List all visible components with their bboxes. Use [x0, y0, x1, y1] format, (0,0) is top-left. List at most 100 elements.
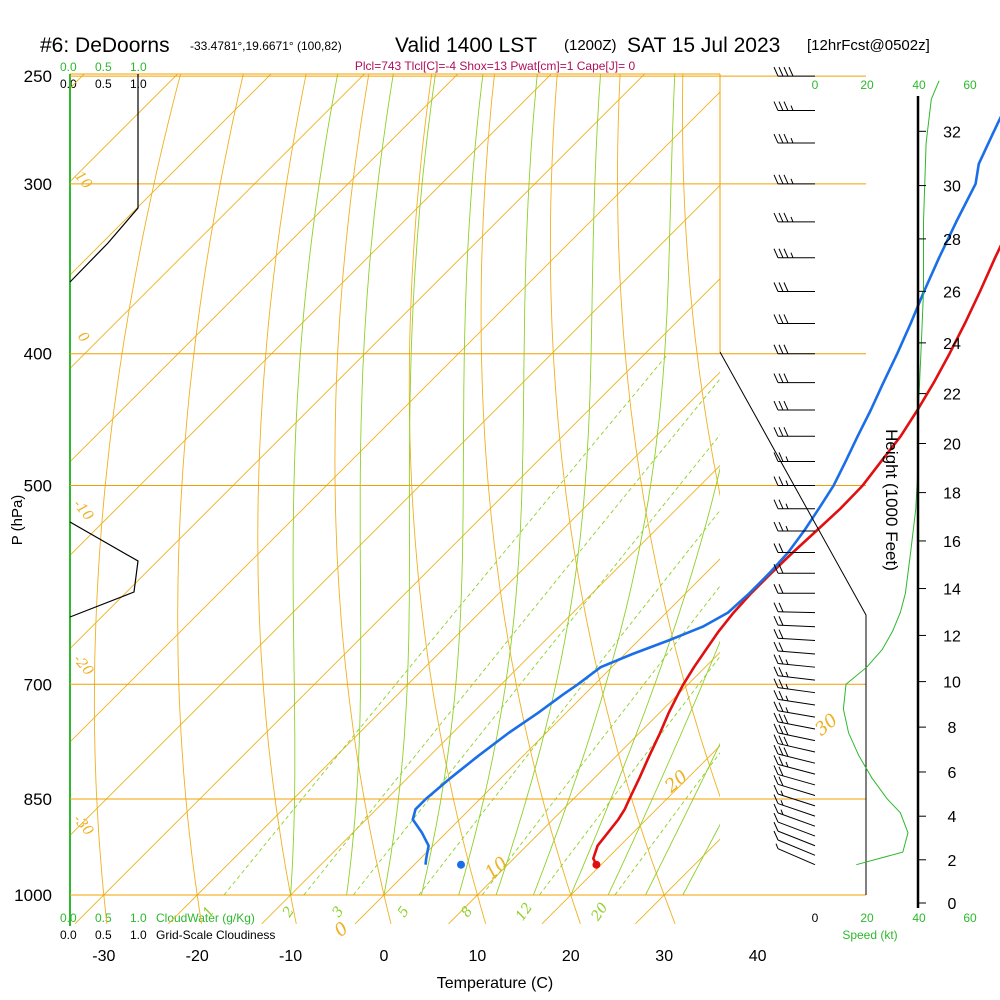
wind-barb-feather — [773, 654, 779, 664]
wind-barb-feather — [773, 400, 779, 411]
dry-adiabat — [925, 0, 1000, 924]
wind-barb-feather — [773, 744, 779, 755]
moist-adiabat — [420, 74, 484, 896]
moist-adiabat — [346, 74, 394, 896]
wind-barb-half-feather — [790, 252, 794, 258]
height-tick-label: 18 — [943, 486, 961, 503]
temperature-tick-label: 10 — [469, 948, 487, 965]
height-tick-label: 10 — [943, 675, 961, 692]
wind-barb-staff — [777, 773, 816, 786]
surface-temperature — [592, 860, 601, 869]
wind-barb — [773, 248, 815, 259]
wind-barb-half-feather — [785, 683, 789, 690]
dry-adiabat-label: -20 — [70, 652, 97, 680]
wind-barb-feather — [773, 755, 779, 765]
dry-adiabat — [984, 0, 1000, 924]
wind-barb — [773, 452, 815, 462]
wind-barb — [773, 765, 816, 786]
pressure-tick-label: 500 — [24, 477, 52, 496]
wind-speed-tick-top: 40 — [912, 78, 926, 92]
utc-time: (1200Z) — [564, 37, 617, 54]
wind-barb-feather — [773, 476, 779, 486]
moist-adiabat — [290, 74, 339, 896]
valid-date: SAT 15 Jul 2023 — [627, 34, 780, 57]
dry-adiabat — [480, 74, 581, 924]
wind-barb-feather — [783, 714, 789, 725]
wind-barb-feather — [783, 66, 789, 77]
wind-barb-feather — [773, 794, 779, 804]
mixing-ratio-label: 5 — [395, 904, 413, 921]
temperature-tick-label: -20 — [186, 948, 209, 965]
isotherm — [70, 91, 720, 743]
wind-barb-feather — [773, 521, 779, 532]
dry-adiabat-label: 0 — [74, 329, 92, 346]
mixing-ratio-label: 20 — [588, 900, 612, 925]
wind-barb — [773, 584, 815, 594]
wind-barb-feather — [778, 476, 784, 486]
wind-barb — [773, 314, 815, 324]
pressure-tick-label: 250 — [24, 67, 52, 86]
moist-adiabat — [458, 74, 538, 896]
pressure-tick-label: 400 — [24, 345, 52, 364]
wind-barb-half-feather — [785, 503, 789, 509]
wind-barb-feather — [773, 344, 779, 354]
cloudiness-label: Grid-Scale Cloudiness — [156, 928, 275, 942]
temperature-profile — [592, 244, 1000, 866]
pressure-tick-label: 1000 — [14, 886, 52, 905]
dry-adiabat-label: 10 — [71, 168, 95, 192]
wind-barb-staff — [777, 783, 816, 796]
wind-barb-feather — [783, 400, 789, 411]
wind-barb-feather — [783, 101, 789, 111]
wind-barb-feather — [783, 282, 789, 292]
top-green-scale-1: 0.5 — [95, 60, 112, 74]
temperature-tick-label: 30 — [655, 948, 673, 965]
wind-barb-feather — [788, 66, 794, 77]
wind-speed-tick-top: 0 — [812, 78, 819, 92]
station-title: #6: DeDoorns — [40, 34, 170, 57]
height-tick-label: 30 — [943, 179, 961, 196]
wind-barb-feather — [778, 616, 784, 626]
wind-barb — [773, 400, 815, 411]
mixing-ratio-label: 12 — [513, 900, 536, 924]
top-green-scale-2: 1.0 — [130, 60, 147, 74]
wind-barb-feather — [773, 452, 779, 462]
wind-barb-feather — [773, 584, 779, 594]
isobar-lines — [70, 75, 866, 896]
isotherm — [70, 74, 85, 89]
temperature-tick-label: 40 — [749, 948, 767, 965]
wind-barb-feather — [773, 499, 779, 509]
isotherm — [0, 0, 27, 924]
wind-barb-feather — [773, 830, 779, 841]
isotherm — [168, 371, 720, 925]
wind-barb — [773, 66, 815, 77]
wind-barb-staff — [777, 687, 816, 694]
wind-barb-staff — [777, 710, 816, 718]
wind-barb-feather — [778, 690, 784, 701]
height-tick-label: 8 — [948, 720, 957, 737]
wind-barb-feather — [783, 174, 789, 185]
wind-barb-half-feather — [785, 695, 789, 702]
mixing-ratio-line — [352, 434, 720, 896]
wind-barb-feather — [773, 174, 779, 185]
wind-barb-feather — [778, 756, 784, 766]
dry-adiabat — [334, 74, 392, 924]
wind-barb-half-feather — [785, 525, 789, 532]
wind-barb-feather — [773, 212, 779, 223]
forecast-info: [12hrFcst@0502z] — [807, 37, 930, 54]
wind-barb — [773, 373, 815, 384]
wind-barb — [773, 344, 815, 355]
wind-barb-feather — [778, 248, 784, 258]
wind-barbs — [773, 66, 816, 866]
wind-barb-feather — [783, 344, 789, 354]
wind-barb-feather — [778, 713, 784, 724]
wind-barb-feather — [778, 499, 784, 509]
wind-barb-feather — [778, 212, 784, 223]
wind-barb-feather — [778, 174, 784, 185]
wind-barb-feather — [783, 133, 789, 144]
wind-barb-half-feather — [785, 761, 789, 768]
wind-barb-feather — [778, 766, 784, 777]
wind-barb-staff — [777, 839, 816, 856]
wind-barb-staff — [777, 698, 816, 706]
wind-speed-tick-bottom: 0 — [812, 911, 819, 925]
wind-barb — [773, 755, 816, 775]
